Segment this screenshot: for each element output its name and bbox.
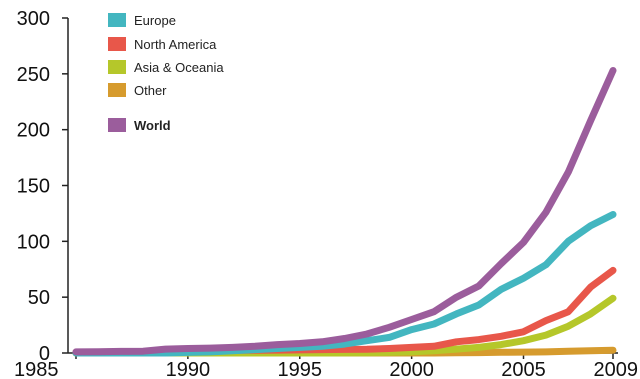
legend-label-asia-oceania: Asia & Oceania xyxy=(134,60,224,75)
legend-label-other: Other xyxy=(134,83,167,98)
y-tick-label: 200 xyxy=(17,120,50,142)
legend-swatch-other xyxy=(108,83,126,97)
x-tick-label: 2000 xyxy=(389,359,434,379)
series-line-europe xyxy=(72,211,617,357)
y-tick-label: 0 xyxy=(39,343,50,365)
series-line-world xyxy=(72,67,617,356)
y-ticks: 0 50 100 150 200 250 300 xyxy=(17,8,68,365)
x-ticks: 1985 1990 1995 2000 2005 2009 xyxy=(14,353,638,379)
legend-swatch-asia-oceania xyxy=(108,60,126,74)
x-tick-label: 1995 xyxy=(278,359,323,379)
x-tick-label: 2009 xyxy=(594,359,639,379)
legend: Europe North America Asia & Oceania Other Wo… xyxy=(108,13,224,133)
x-tick-label: 2005 xyxy=(501,359,546,379)
legend-label-europe: Europe xyxy=(134,13,176,28)
y-tick-label: 250 xyxy=(17,64,50,86)
y-tick-label: 300 xyxy=(17,8,50,30)
y-tick-label: 50 xyxy=(28,287,50,309)
legend-label-north-america: North America xyxy=(134,37,217,52)
y-tick-label: 150 xyxy=(17,176,50,198)
legend-swatch-world xyxy=(108,118,126,132)
series-lines xyxy=(72,67,617,357)
legend-swatch-europe xyxy=(108,13,126,27)
legend-label-world: World xyxy=(134,118,171,133)
y-tick-label: 100 xyxy=(17,231,50,253)
x-tick-label: 1985 xyxy=(14,359,59,379)
x-tick-label: 1990 xyxy=(166,359,211,379)
legend-swatch-north-america xyxy=(108,37,126,51)
